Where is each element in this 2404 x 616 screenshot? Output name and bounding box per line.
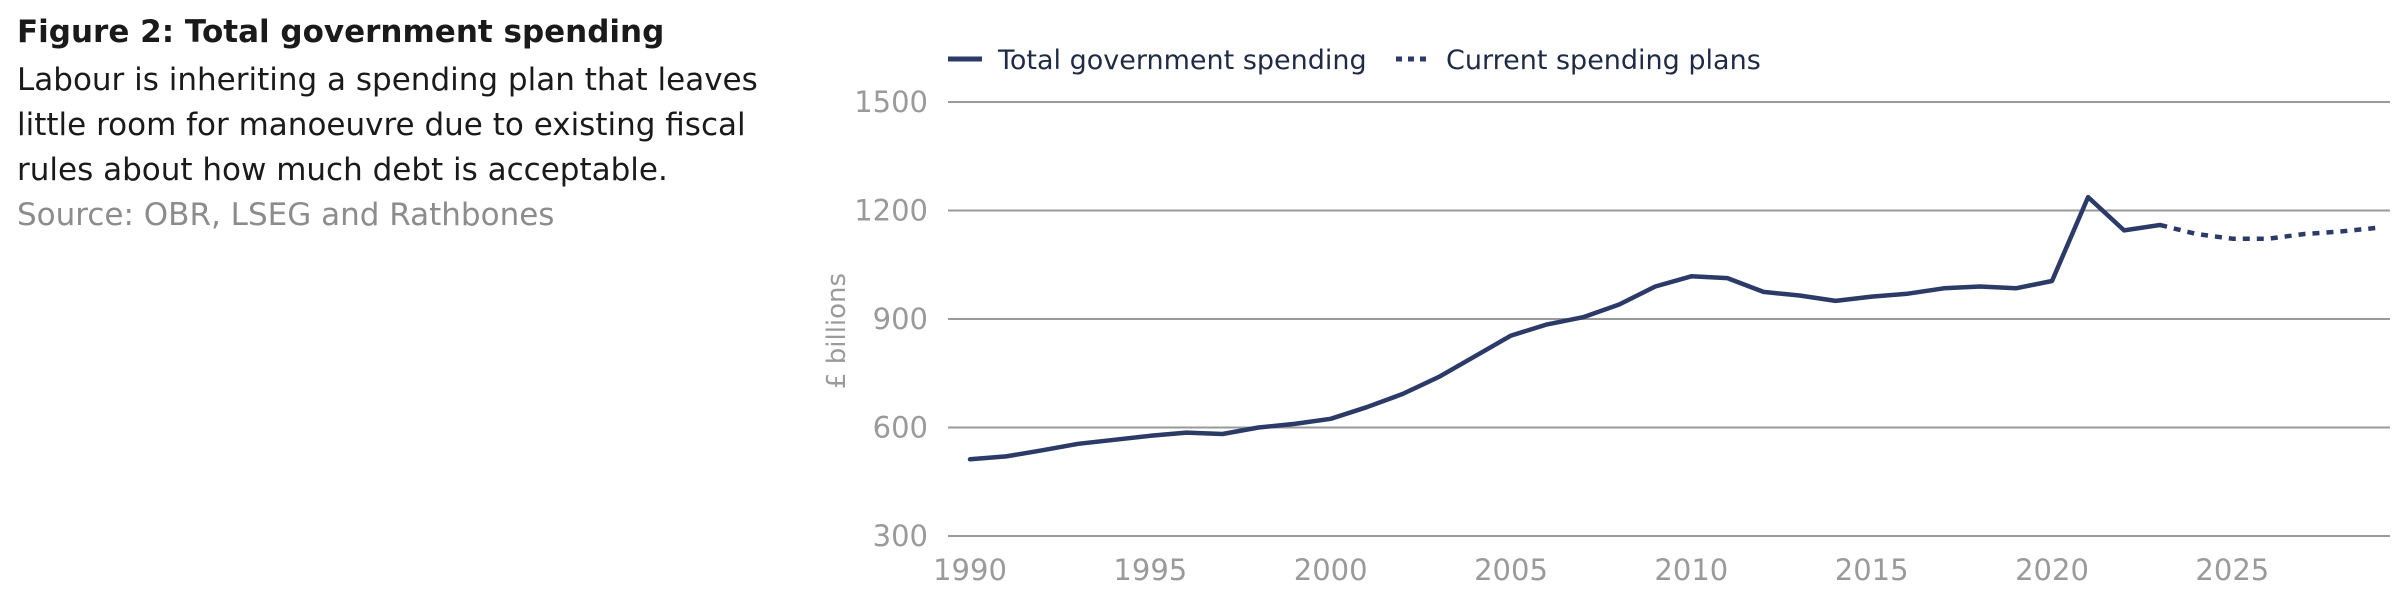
x-tick-label: 2025 (2195, 553, 2269, 587)
series-lines (967, 194, 2377, 462)
y-tick-label: 1500 (854, 85, 928, 119)
y-tick-label: 300 (873, 519, 928, 553)
y-tick-label: 600 (873, 411, 928, 445)
figure-subtitle: Labour is inheriting a spending plan tha… (17, 62, 758, 188)
x-tick-labels: 1990 1995 2000 2005 2010 2015 2020 2025 (933, 553, 2269, 587)
y-axis-label: £ billions (822, 273, 852, 389)
y-tick-label: 900 (873, 302, 928, 336)
legend-label-2: Current spending plans (1446, 45, 1761, 76)
x-tick-label: 1995 (1113, 553, 1187, 587)
x-tick-label: 2005 (1474, 553, 1548, 587)
x-tick-label: 2015 (1835, 553, 1909, 587)
y-tick-labels: 300 600 900 1200 1500 (854, 85, 928, 553)
series-line-1 (967, 194, 2163, 462)
x-tick-label: 2020 (2015, 553, 2089, 587)
grid-lines (948, 101, 2390, 537)
x-tick-label: 2010 (1654, 553, 1728, 587)
y-tick-label: 1200 (854, 194, 928, 228)
figure-title: Figure 2: Total government spending (17, 14, 665, 50)
figure-caption: Figure 2: Total government spending Labo… (17, 12, 817, 238)
figure-source: Source: OBR, LSEG and Rathbones (17, 197, 555, 233)
series-line-2 (2159, 222, 2377, 241)
legend-label-1: Total government spending (997, 45, 1367, 76)
x-tick-label: 2000 (1294, 553, 1368, 587)
legend: Total government spending Current spendin… (948, 45, 1761, 76)
x-tick-label: 1990 (933, 553, 1007, 587)
